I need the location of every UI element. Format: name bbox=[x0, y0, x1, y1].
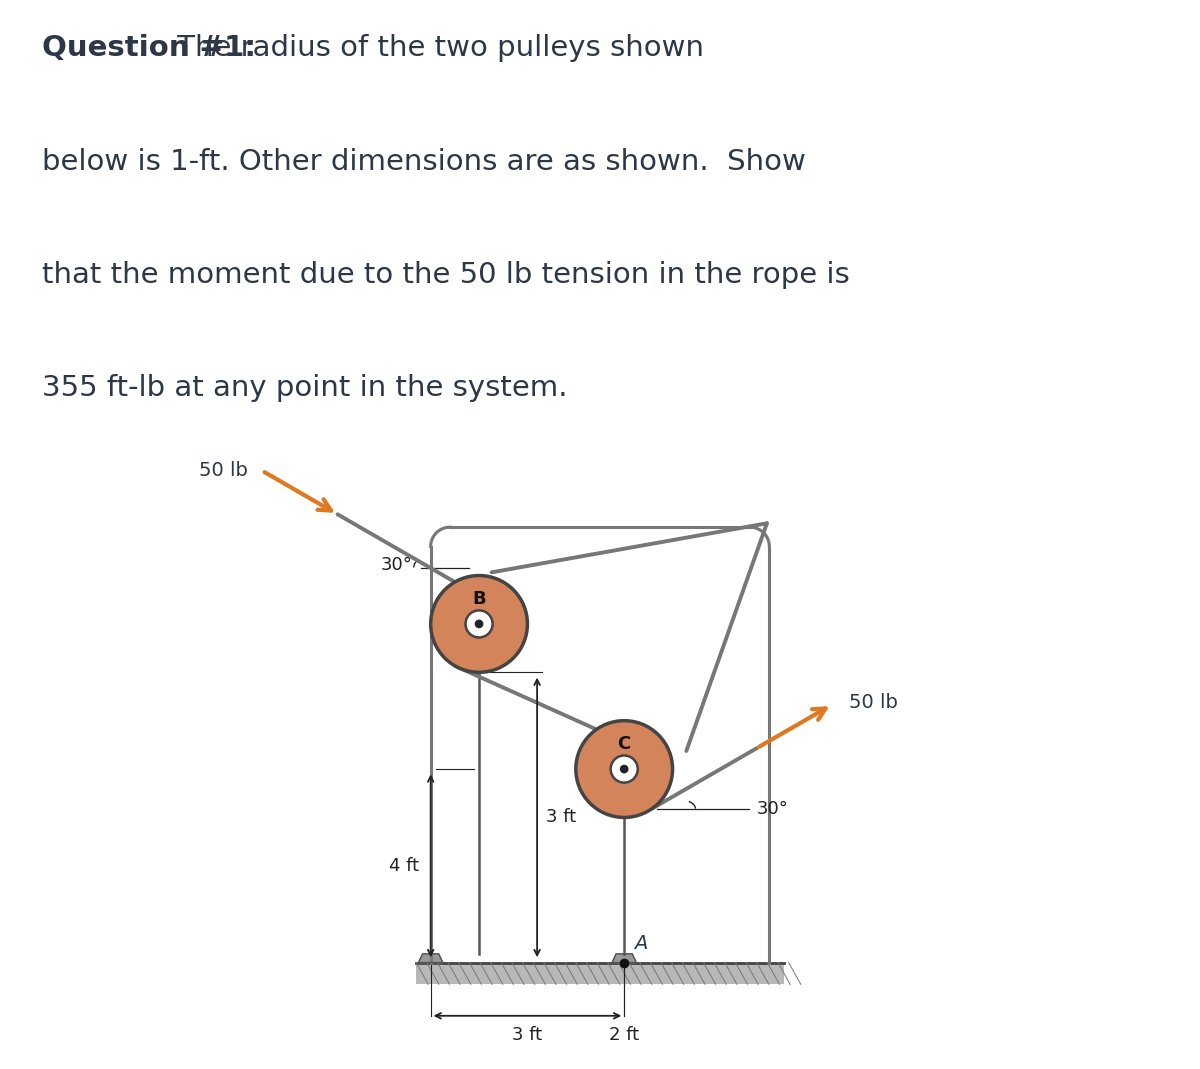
Circle shape bbox=[620, 764, 629, 773]
Text: 30°: 30° bbox=[380, 556, 413, 574]
Text: B: B bbox=[473, 590, 486, 608]
Text: 2 ft: 2 ft bbox=[610, 1026, 640, 1044]
Bar bbox=[416, 962, 784, 985]
Text: that the moment due to the 50 lb tension in the rope is: that the moment due to the 50 lb tension… bbox=[42, 261, 850, 289]
Text: Question #1:: Question #1: bbox=[42, 34, 256, 62]
Polygon shape bbox=[612, 954, 636, 962]
Text: 4 ft: 4 ft bbox=[389, 857, 419, 874]
Text: 50 lb: 50 lb bbox=[848, 693, 898, 712]
Text: A: A bbox=[635, 933, 648, 952]
Text: C: C bbox=[618, 734, 631, 753]
Text: 50 lb: 50 lb bbox=[199, 461, 248, 480]
Circle shape bbox=[475, 620, 484, 629]
Circle shape bbox=[611, 756, 637, 783]
Text: 30°: 30° bbox=[757, 800, 788, 818]
Polygon shape bbox=[419, 954, 443, 962]
Circle shape bbox=[431, 575, 528, 672]
Circle shape bbox=[576, 721, 672, 818]
Text: below is 1-ft. Other dimensions are as shown.  Show: below is 1-ft. Other dimensions are as s… bbox=[42, 148, 806, 175]
Circle shape bbox=[466, 610, 493, 637]
Text: 355 ft-lb at any point in the system.: 355 ft-lb at any point in the system. bbox=[42, 374, 568, 402]
Text: 3 ft: 3 ft bbox=[512, 1026, 542, 1044]
Text: The radius of the two pulleys shown: The radius of the two pulleys shown bbox=[168, 34, 704, 62]
Text: 3 ft: 3 ft bbox=[546, 808, 576, 826]
